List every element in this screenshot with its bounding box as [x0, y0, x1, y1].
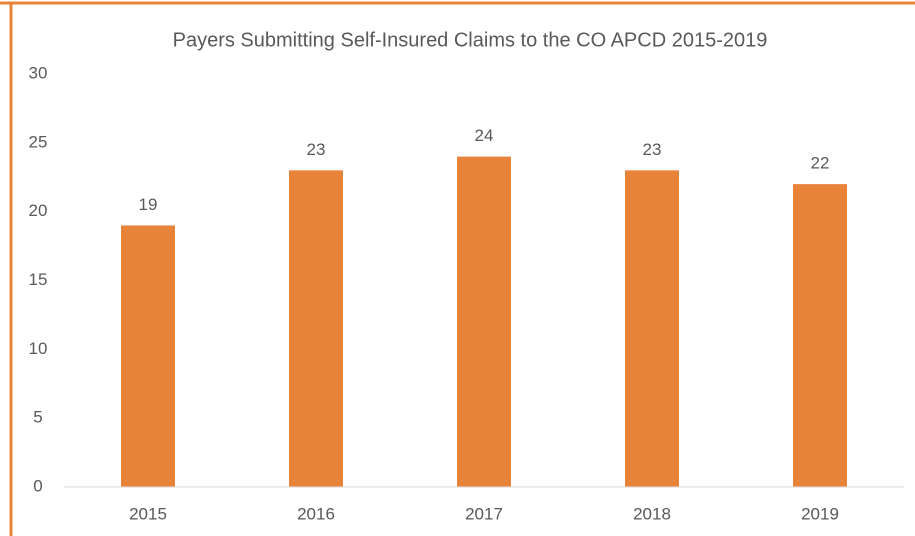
- x-tick-label: 2015: [129, 504, 167, 523]
- bar: [121, 225, 175, 487]
- x-tick-label: 2016: [297, 504, 335, 523]
- bar: [625, 170, 679, 487]
- y-tick-label: 15: [29, 270, 48, 289]
- data-label: 23: [307, 140, 326, 159]
- data-label: 23: [643, 140, 662, 159]
- y-tick-label: 10: [29, 339, 48, 358]
- data-label: 22: [811, 154, 830, 173]
- bar: [289, 170, 343, 487]
- x-tick-label: 2019: [801, 504, 839, 523]
- data-label: 19: [139, 195, 158, 214]
- bar: [793, 184, 847, 487]
- data-label: 24: [475, 126, 494, 145]
- bar: [457, 156, 511, 487]
- x-tick-label: 2017: [465, 504, 503, 523]
- chart-title: Payers Submitting Self-Insured Claims to…: [173, 29, 768, 51]
- y-tick-label: 0: [33, 476, 42, 495]
- y-tick-label: 5: [33, 408, 42, 427]
- y-tick-label: 20: [29, 201, 48, 220]
- y-tick-label: 25: [29, 132, 48, 151]
- x-tick-label: 2018: [633, 504, 671, 523]
- y-tick-label: 30: [29, 63, 48, 82]
